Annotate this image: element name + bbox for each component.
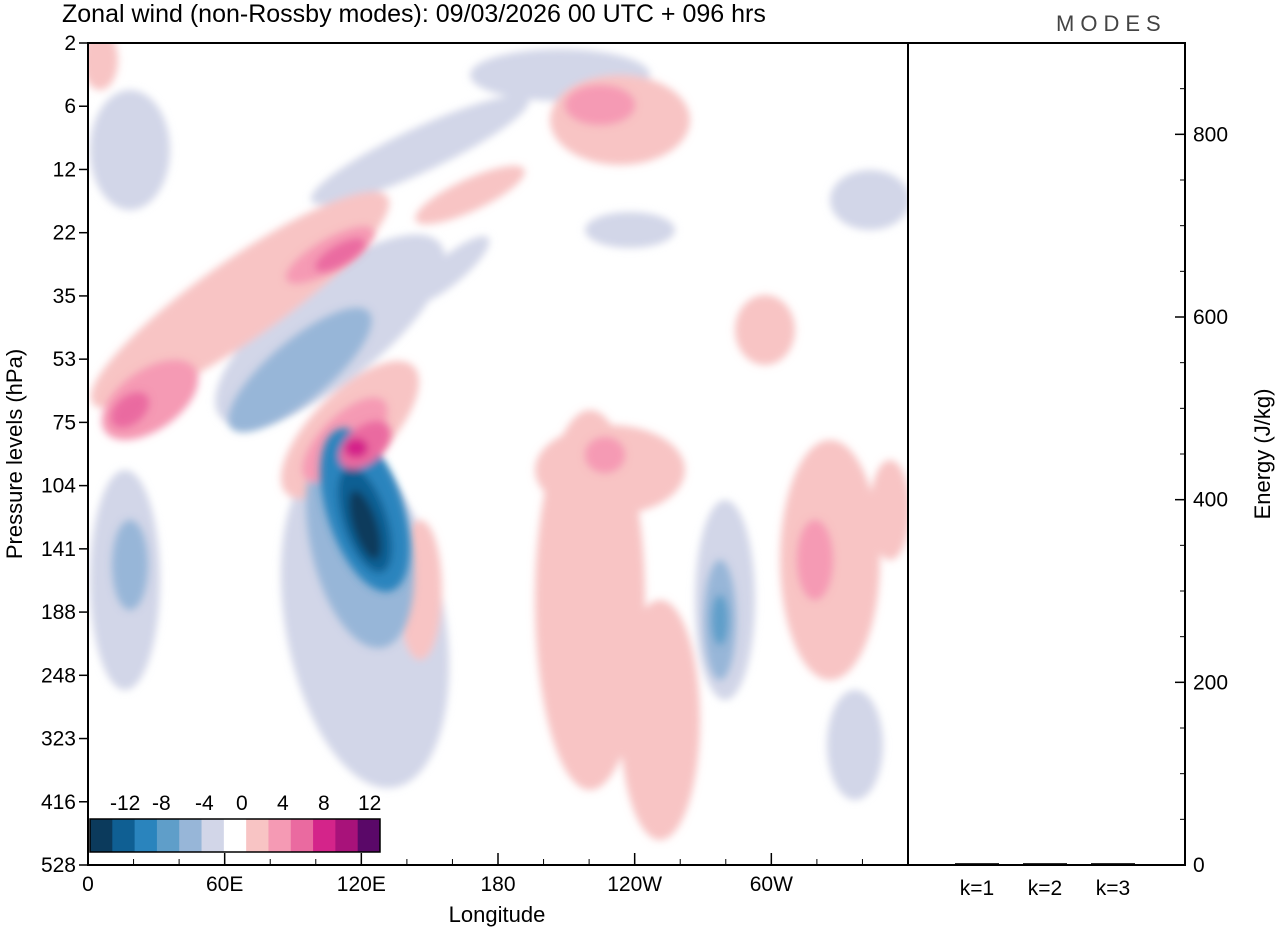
neg-jet-core	[349, 490, 381, 560]
colorbar-swatch	[335, 819, 359, 852]
neg-band-upper	[310, 95, 530, 205]
y-tick-label: 188	[41, 601, 76, 624]
colorbar-label: 12	[358, 792, 381, 815]
neg-band-mid	[410, 236, 490, 304]
x-axis: 0 60E 120E 180 120W 60W	[82, 853, 863, 896]
pos-strong-west	[110, 392, 150, 428]
y-tick-label: 248	[41, 664, 76, 687]
energy-plot-frame	[907, 42, 1186, 866]
energy-bar	[1091, 863, 1135, 865]
energy-axis-label: Energy (J/kg)	[1250, 389, 1275, 520]
colorbar-swatch	[90, 819, 113, 852]
colorbar-swatch	[313, 819, 336, 852]
colorbar-swatch	[201, 819, 225, 852]
x-tick-label: 180	[480, 873, 515, 896]
chart-title: Zonal wind (non-Rossby modes): 09/03/202…	[62, 0, 766, 28]
x-axis-label: Longitude	[449, 902, 546, 927]
zonal-wind-field	[88, 43, 908, 865]
x-tick-label: 60W	[750, 873, 793, 896]
x-tick-label: 120W	[607, 873, 662, 896]
energy-axis: 0 200 400 600 800 k=1 k=2 k=3	[955, 42, 1228, 900]
y-tick-label: 323	[41, 728, 76, 751]
colorbar-label: -8	[152, 792, 171, 815]
colorbar-swatch	[290, 819, 314, 852]
y-tick-label: 141	[41, 538, 76, 561]
pos-band-upper	[415, 165, 525, 225]
neg-region-upper-west	[90, 90, 170, 210]
y-tick-label: 22	[53, 222, 76, 245]
colorbar-swatch	[112, 819, 136, 852]
y-tick-label: 6	[64, 95, 76, 118]
y-tick-label: 104	[41, 475, 76, 498]
modes-logo: MODES	[1056, 11, 1167, 36]
energy-category-label: k=3	[1096, 877, 1130, 900]
x-tick-label: 60E	[206, 873, 243, 896]
energy-tick-label: 800	[1193, 123, 1228, 146]
energy-tick-label: 400	[1193, 489, 1228, 512]
x-tick-label: 0	[82, 873, 94, 896]
colorbar-label: 0	[236, 792, 248, 815]
energy-category-label: k=2	[1028, 877, 1062, 900]
y-tick-label: 416	[41, 791, 76, 814]
colorbar-swatch	[246, 819, 269, 852]
y-tick-label: 2	[64, 32, 76, 55]
colorbar-swatch	[179, 819, 203, 852]
y-tick-label: 528	[41, 854, 76, 877]
y-tick-label: 12	[53, 158, 76, 181]
neg-medium-band	[228, 307, 372, 433]
neg-region-upper	[585, 212, 675, 248]
pos-region-top-west	[88, 43, 118, 90]
pos-region-lower	[620, 600, 700, 840]
y-tick-label: 75	[53, 411, 76, 434]
colorbar-frame	[89, 818, 381, 853]
neg-medium-west	[112, 520, 148, 610]
pos-core-mid	[344, 438, 368, 458]
pos-region-edge	[870, 460, 908, 560]
colorbar-swatch	[156, 819, 180, 852]
colorbar-swatch	[134, 819, 158, 852]
colorbar-swatch	[268, 819, 292, 852]
colorbar-label: 8	[318, 792, 330, 815]
colorbar-label: -4	[195, 792, 214, 815]
neg-strong-east	[712, 595, 728, 645]
pos-region-right-mid	[735, 295, 795, 365]
pos-medium-east	[797, 520, 833, 600]
y-axis: 2 6 12 22 35 53 75 104 141 188 248 323 416 528	[41, 32, 88, 877]
neg-region-far-east	[827, 690, 883, 800]
energy-tick-label: 200	[1193, 671, 1228, 694]
x-tick-label: 120E	[337, 873, 386, 896]
neg-region-right	[830, 170, 908, 230]
colorbar-label: 4	[277, 792, 289, 815]
colorbar-label: -12	[110, 792, 140, 815]
energy-tick-label: 600	[1193, 306, 1228, 329]
y-tick-label: 35	[53, 285, 76, 308]
pos-medium-top	[565, 85, 635, 125]
energy-tick-label: 0	[1193, 854, 1205, 877]
energy-category-label: k=1	[960, 877, 994, 900]
colorbar: -12 -8 -4 0 4 8 12	[89, 792, 381, 853]
colorbar-swatch	[223, 819, 247, 852]
pos-medium-mid-east	[585, 437, 625, 473]
energy-bar	[1023, 863, 1067, 865]
pos-strong-upper	[315, 238, 365, 272]
y-axis-label: Pressure levels (hPa)	[2, 349, 27, 559]
colorbar-swatch	[357, 819, 381, 852]
energy-bar	[955, 863, 999, 865]
y-tick-label: 53	[53, 348, 76, 371]
